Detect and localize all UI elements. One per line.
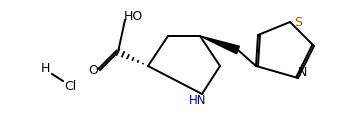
Text: S: S [294,16,302,29]
Text: HO: HO [123,10,143,24]
Text: N: N [297,67,307,80]
Text: HN: HN [189,95,207,107]
Text: H: H [40,61,50,75]
Text: Cl: Cl [64,80,76,92]
Polygon shape [200,36,239,54]
Text: O: O [88,64,98,76]
